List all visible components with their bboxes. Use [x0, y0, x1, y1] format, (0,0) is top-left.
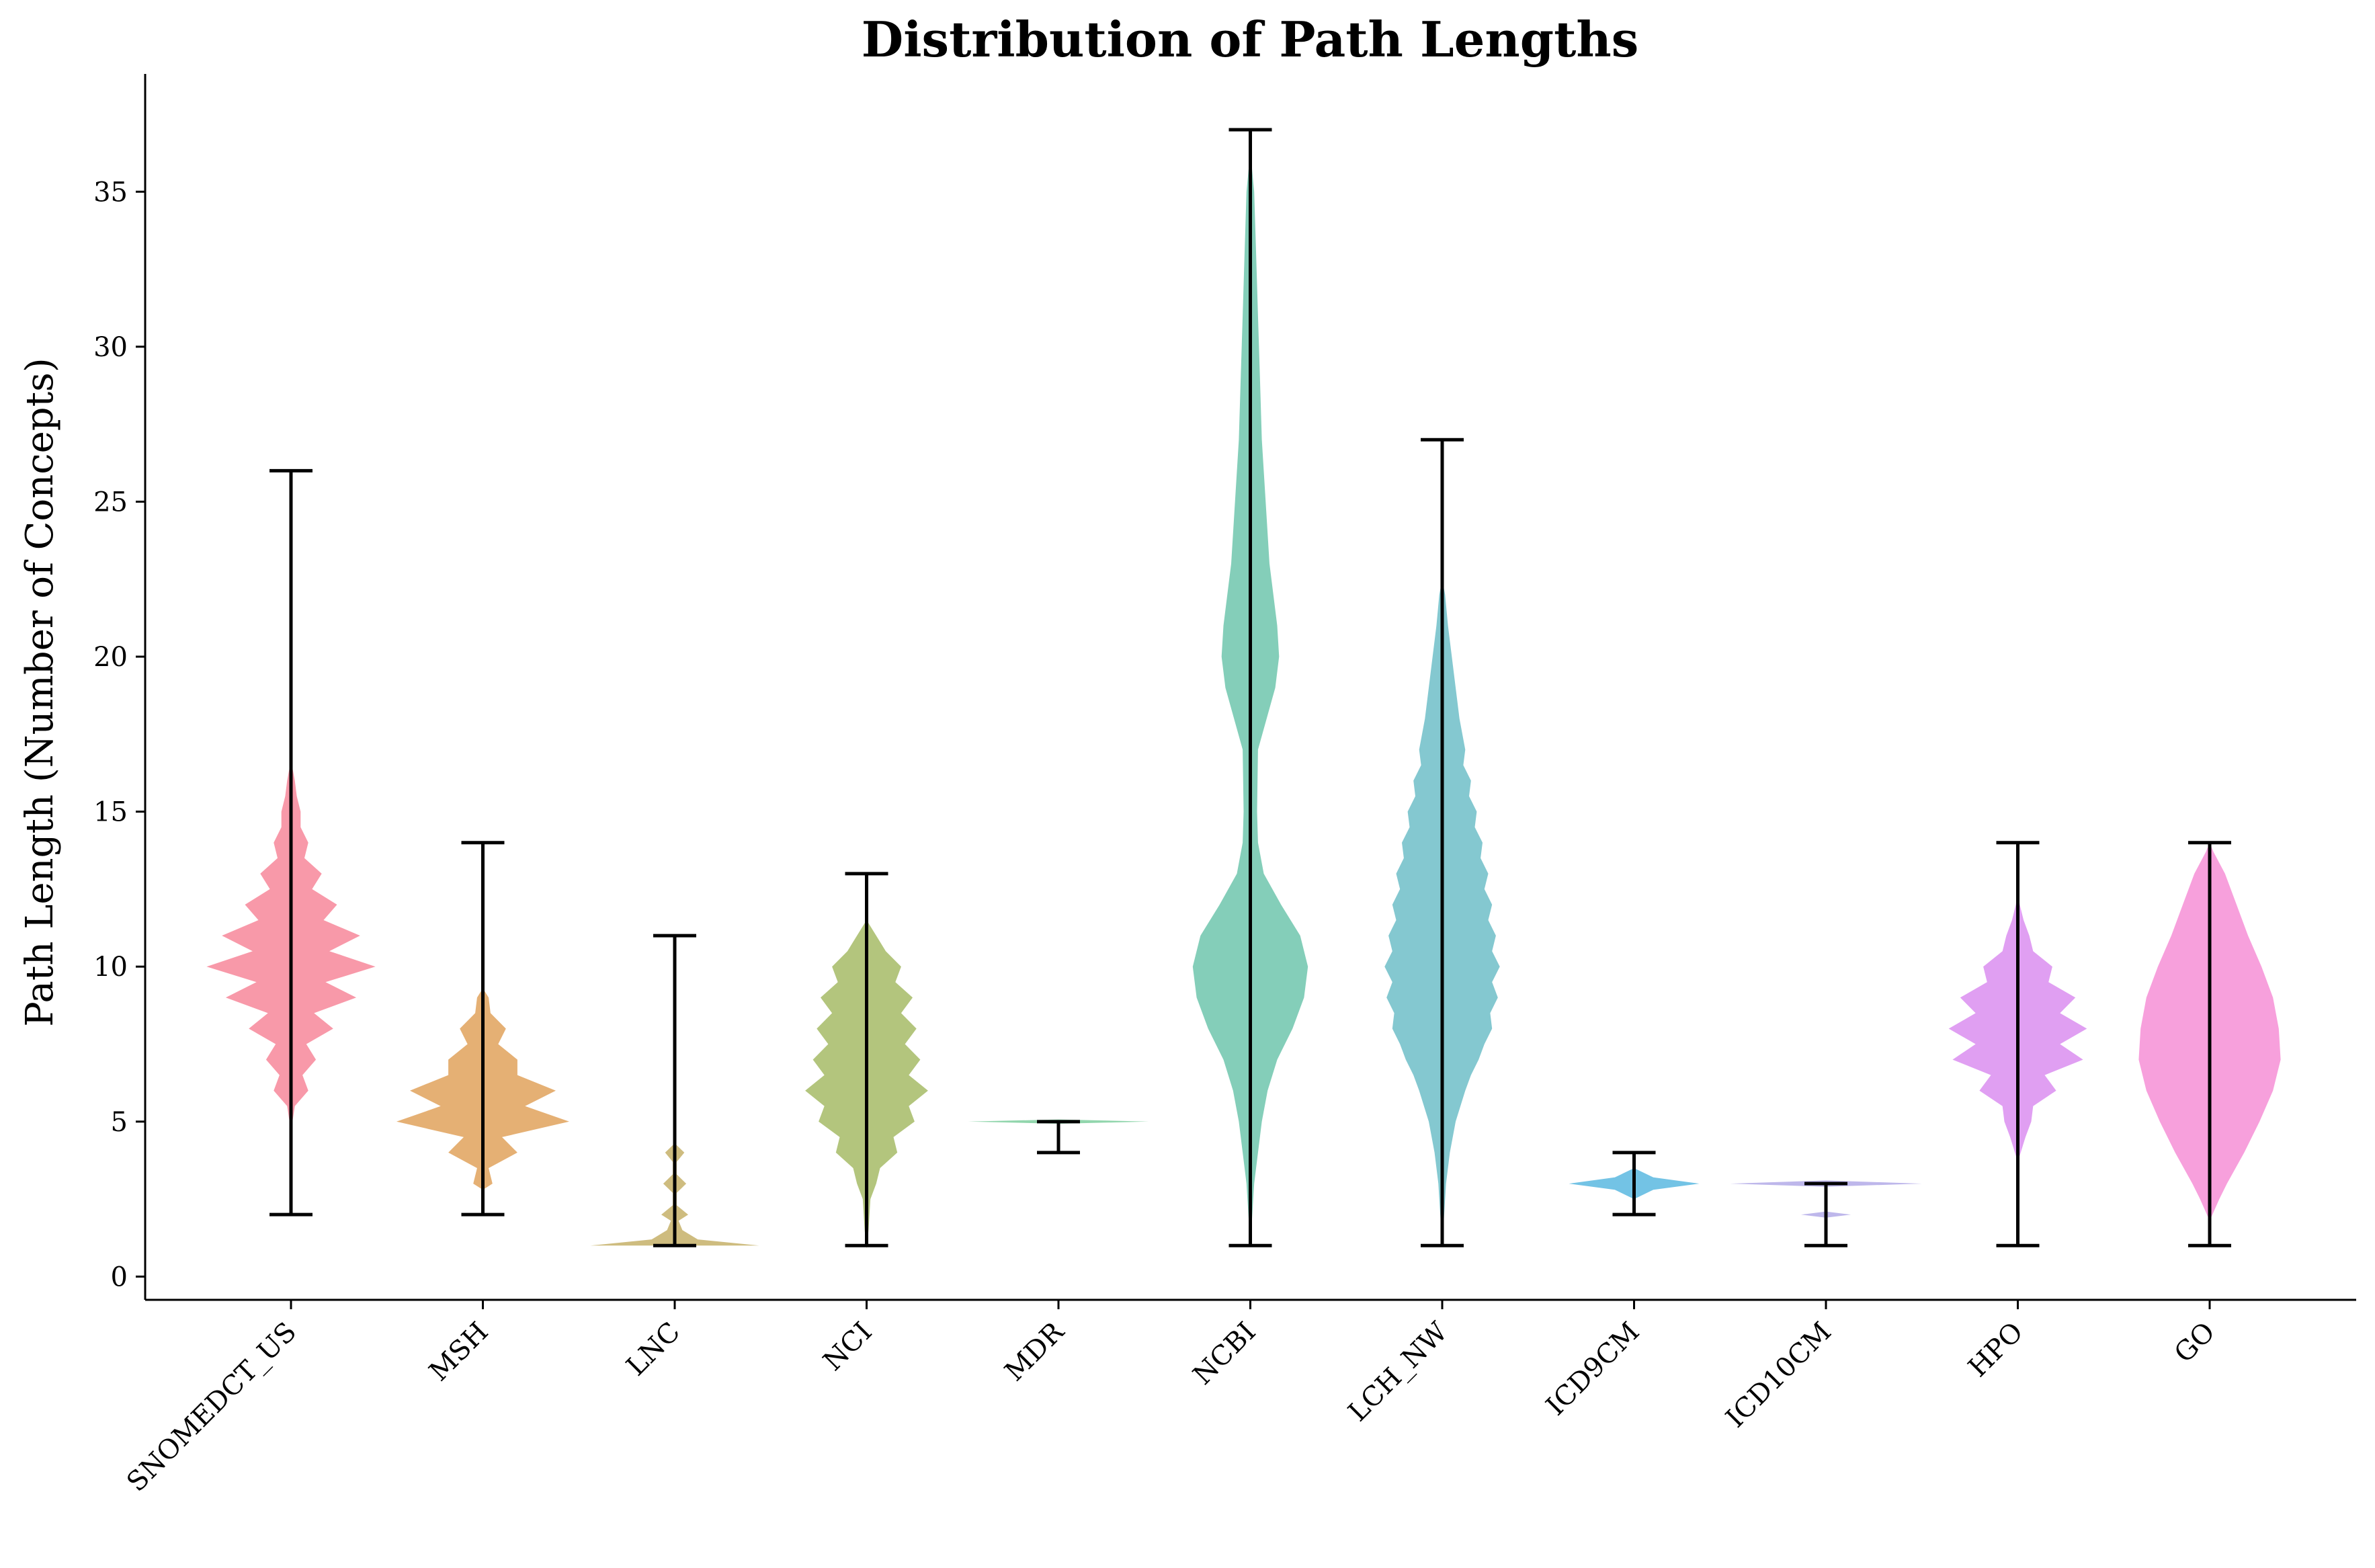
y-axis-label: Path Length (Number of Concepts): [18, 358, 62, 1026]
y-tick-label: 25: [93, 487, 128, 518]
x-tick-label-lch-nw: LCH_NW: [1342, 1317, 1454, 1428]
x-tick-label-icd9cm: ICD9CM: [1540, 1317, 1646, 1422]
x-tick-label-nci: NCI: [817, 1317, 878, 1377]
x-tick-label-go: GO: [2169, 1317, 2221, 1369]
whiskers: [269, 128, 2231, 1247]
x-tick-label-lnc: LNC: [620, 1317, 686, 1383]
y-tick-label: 35: [93, 177, 128, 208]
violin-icd10cm: [1730, 1180, 1922, 1218]
x-ticks: SNOMEDCT_US MSH LNC NCI MDR NCBI LCH_NW ICD9CM I…: [121, 1300, 2221, 1498]
y-tick-label: 30: [93, 332, 128, 363]
x-tick-label-ncbi: NCBI: [1188, 1317, 1262, 1391]
y-tick-label: 0: [111, 1262, 128, 1292]
violins: [206, 130, 2281, 1249]
y-tick-label: 5: [111, 1107, 128, 1138]
chart-title: Distribution of Path Lengths: [862, 11, 1638, 68]
x-tick-label-msh: MSH: [423, 1317, 495, 1388]
y-tick-label: 20: [93, 642, 128, 673]
y-ticks: 0 5 10 15 20 25 30 35: [93, 177, 145, 1292]
x-tick-label-mdr: MDR: [999, 1315, 1071, 1387]
y-tick-label: 15: [93, 797, 128, 828]
x-tick-label-icd10cm: ICD10CM: [1720, 1317, 1837, 1434]
x-tick-label-hpo: HPO: [1962, 1317, 2029, 1383]
x-tick-label-snomedct-us: SNOMEDCT_US: [121, 1317, 302, 1498]
y-tick-label: 10: [93, 952, 128, 983]
